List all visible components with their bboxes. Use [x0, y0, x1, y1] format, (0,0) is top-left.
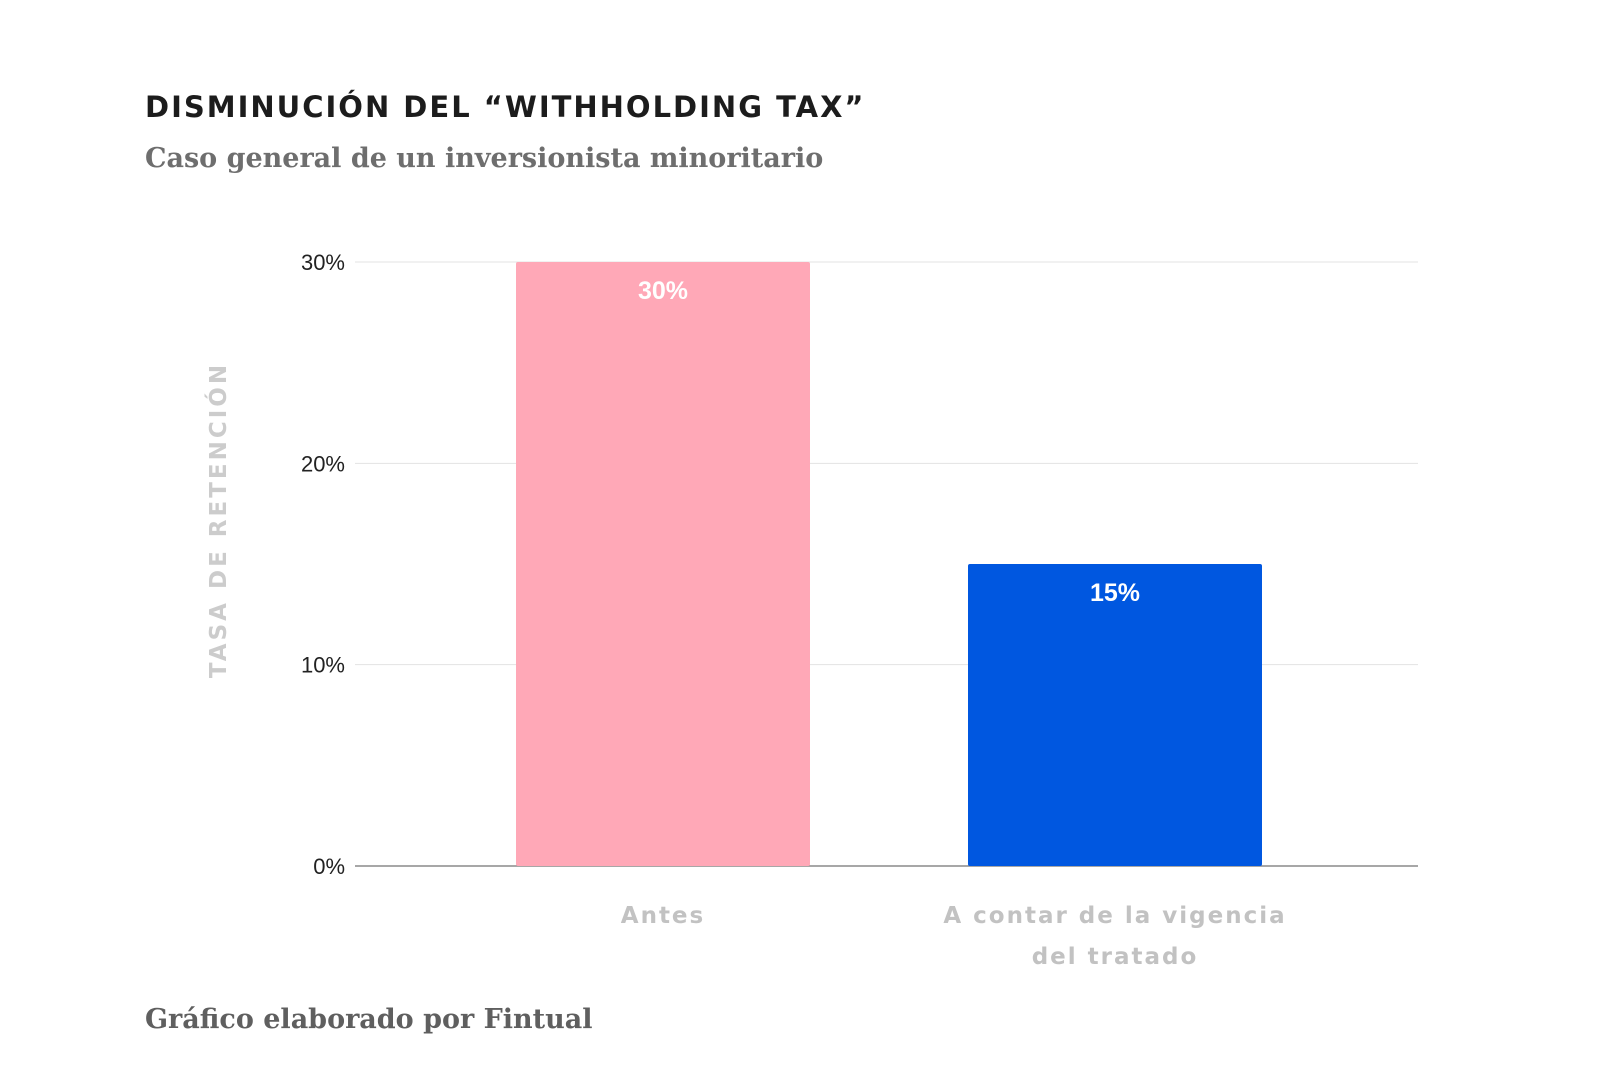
labels: 0% 10% 20% 30% 30% Antes 15% A contar de la vig… [204, 250, 1286, 970]
bar [968, 564, 1262, 866]
y-tick-label: 10% [301, 653, 345, 678]
y-tick-label: 0% [313, 854, 345, 879]
x-tick-label: A contar de la vigencia [943, 903, 1286, 929]
chart-title: DISMINUCIÓN DEL “WITHHOLDING TAX” [145, 90, 866, 124]
x-tick-label: del tratado [1032, 944, 1199, 970]
y-tick-label: 20% [301, 451, 345, 476]
bar [516, 262, 810, 866]
y-tick-label: 30% [301, 250, 345, 275]
chart-credit: Gráfico elaborado por Fintual [145, 1004, 593, 1035]
bars [516, 262, 1262, 866]
bar-data-label: 15% [1090, 579, 1140, 607]
chart-subtitle: Caso general de un inversionista minorit… [145, 143, 824, 174]
y-axis-label: TASA DE RETENCIÓN [204, 362, 232, 678]
bar-data-label: 30% [638, 277, 688, 305]
x-tick-label: Antes [621, 903, 705, 929]
